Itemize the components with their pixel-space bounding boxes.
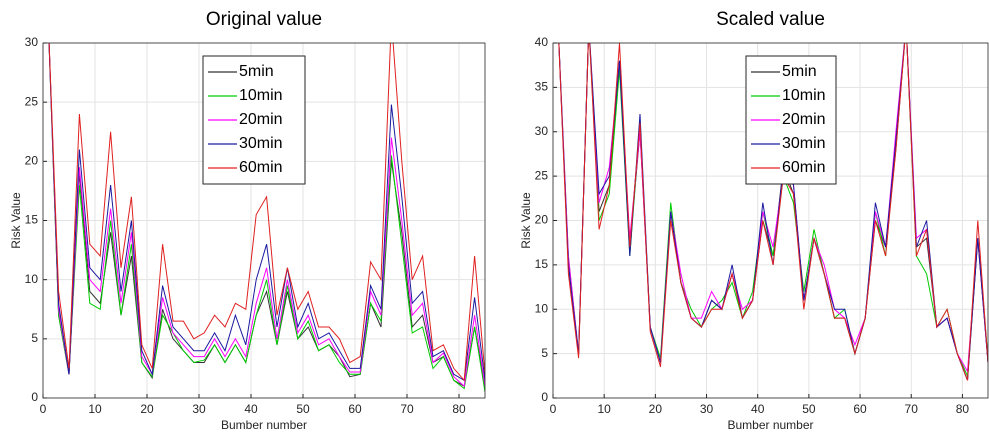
chart: Original value 0 5 10 15 20 25 30 0 10 20 30 40 50 60 7… (9, 9, 486, 432)
y-tick-label: 35 (535, 80, 549, 94)
x-tick-label: 20 (649, 402, 663, 416)
y-tick-label: 40 (535, 35, 549, 49)
y-axis-label: Risk Value (9, 192, 23, 249)
x-tick-label: 0 (550, 402, 557, 416)
chart: Scaled value 0 5 10 15 20 25 30 35 40 0 10 20 30 40 50 6… (519, 9, 989, 432)
y-tick-label: 5 (31, 331, 38, 345)
x-tick-label: 20 (140, 402, 154, 416)
y-tick-label: 25 (25, 94, 39, 108)
x-tick-label: 70 (905, 402, 919, 416)
x-tick-label: 80 (452, 402, 466, 416)
y-tick-label: 20 (535, 213, 549, 227)
y-tick-label: 20 (25, 154, 39, 168)
chart-title: Scaled value (716, 9, 825, 30)
x-tick-label: 30 (700, 402, 714, 416)
x-tick-label: 0 (40, 402, 47, 416)
x-axis-label: Bumber number (727, 418, 813, 432)
legend-label: 5min (782, 63, 817, 80)
axes-frame (552, 42, 989, 399)
y-tick-label: 10 (25, 272, 39, 286)
x-tick-label: 10 (88, 402, 102, 416)
x-tick-label: 80 (956, 402, 970, 416)
x-tick-label: 50 (296, 402, 310, 416)
chart-title: Original value (206, 9, 322, 30)
series-group (558, 43, 988, 381)
x-tick-label: 40 (751, 402, 765, 416)
series-line (48, 43, 485, 382)
legend-label: 60min (239, 159, 283, 176)
legend-label: 30min (782, 135, 826, 152)
series-line (48, 43, 485, 382)
axes-frame (42, 42, 486, 399)
y-axis-label: Risk Value (519, 192, 533, 249)
y-tick-label: 10 (535, 301, 549, 315)
y-tick-label: 15 (535, 257, 549, 271)
series-line (48, 43, 485, 388)
y-tick-label: 25 (535, 168, 549, 182)
x-tick-label: 60 (348, 402, 362, 416)
y-tick-label: 0 (31, 390, 38, 404)
y-tick-label: 15 (25, 213, 39, 227)
legend-label: 5min (239, 63, 274, 80)
x-axis-label: Bumber number (221, 418, 307, 432)
series-line (48, 43, 485, 393)
y-tick-label: 5 (541, 346, 548, 360)
x-tick-label: 10 (597, 402, 611, 416)
x-tick-label: 50 (802, 402, 816, 416)
x-tick-label: 70 (400, 402, 414, 416)
legend-label: 60min (782, 159, 826, 176)
y-tick-label: 30 (25, 35, 39, 49)
legend-label: 10min (239, 87, 283, 104)
legend-label: 20min (782, 111, 826, 128)
y-tick-label: 0 (541, 390, 548, 404)
series-group (48, 43, 485, 393)
x-tick-label: 60 (853, 402, 867, 416)
series-line (558, 43, 988, 381)
y-tick-label: 30 (535, 124, 549, 138)
x-tick-label: 40 (244, 402, 258, 416)
legend-label: 20min (239, 111, 283, 128)
legend-label: 10min (782, 87, 826, 104)
x-tick-label: 30 (192, 402, 206, 416)
legend-label: 30min (239, 135, 283, 152)
